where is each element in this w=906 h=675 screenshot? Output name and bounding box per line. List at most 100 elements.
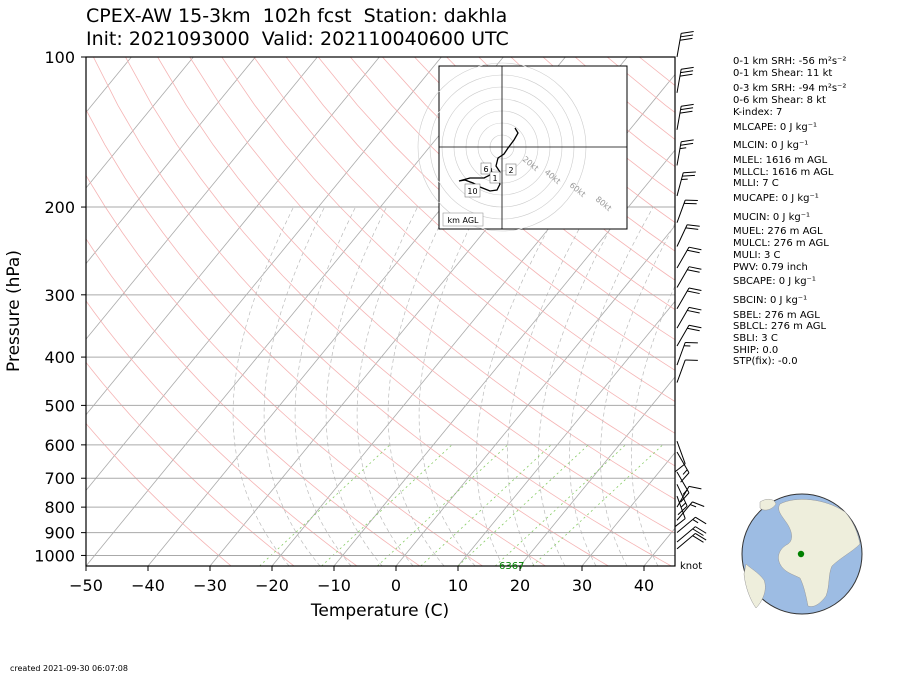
chart-subtitle: Init: 2021093000 Valid: 202110040600 UTC xyxy=(86,28,509,50)
isotherm-line xyxy=(86,57,318,340)
moist-adiabat-line xyxy=(325,206,387,566)
y-tick-label: 1000 xyxy=(34,546,75,565)
hodograph-legend: km AGL xyxy=(442,212,484,227)
index-line: MLLCL: 1616 m AGL xyxy=(733,166,834,178)
reference-lines xyxy=(86,57,675,566)
dry-adiabat-line xyxy=(189,57,675,500)
y-axis: 100 200 300 400 500 600 700 800 900 1000 xyxy=(34,48,86,565)
surface-height-label: 6367 xyxy=(499,561,524,572)
wind-barb xyxy=(676,266,702,288)
moist-adiabat-line xyxy=(356,206,418,566)
dry-adiabat-line xyxy=(157,57,675,534)
wind-barb xyxy=(676,171,696,197)
moist-adiabat-line xyxy=(569,206,654,566)
wind-barb xyxy=(676,485,702,508)
wind-barb xyxy=(676,103,694,130)
dry-adiabat-line xyxy=(86,108,546,566)
stability-indices: 0-1 km SRH: -56 m²s⁻² 0-1 km Shear: 11 k… xyxy=(733,56,846,368)
isotherm-line xyxy=(86,57,442,492)
svg-text:1: 1 xyxy=(492,174,497,183)
index-line: SBCAPE: 0 J kg⁻¹ xyxy=(733,276,816,288)
isotherm-line xyxy=(86,57,194,189)
dry-adiabat-line xyxy=(221,57,675,467)
index-line: SBCIN: 0 J kg⁻¹ xyxy=(733,294,808,306)
isotherm-line xyxy=(457,300,675,566)
isotherm-line xyxy=(395,225,675,566)
land-greenland xyxy=(759,499,777,511)
land-south-america xyxy=(743,563,766,609)
dry-adiabat-line xyxy=(125,57,672,566)
wind-barb xyxy=(674,495,686,527)
dry-adiabat-line xyxy=(86,238,421,566)
index-line: 0-6 km Shear: 8 kt xyxy=(733,95,826,107)
wind-barb xyxy=(674,441,686,473)
wind-barb xyxy=(676,199,698,223)
moist-adiabat-line xyxy=(263,206,325,566)
dry-adiabat-line xyxy=(93,57,609,566)
x-tick-label: 40 xyxy=(634,576,654,595)
dry-adiabat-line xyxy=(86,361,295,566)
index-line: 0-1 km SRH: -56 m²s⁻² xyxy=(733,56,847,67)
x-tick-label: −50 xyxy=(69,576,103,595)
dry-adiabat-line xyxy=(86,422,232,566)
y-tick-label: 800 xyxy=(44,498,75,517)
moist-adiabat-line xyxy=(507,206,592,566)
wind-barb xyxy=(676,526,707,543)
wind-unit-label: knot xyxy=(680,561,702,572)
moist-adiabat-line xyxy=(387,206,449,566)
index-line: MUCAPE: 0 J kg⁻¹ xyxy=(733,193,819,205)
x-tick-label: −40 xyxy=(131,576,165,595)
y-tick-label: 400 xyxy=(44,348,75,367)
wind-barb xyxy=(676,287,702,310)
mixing-ratio-line xyxy=(377,444,509,566)
wind-barb xyxy=(676,324,702,347)
x-tick-label: 30 xyxy=(572,576,592,595)
y-tick-label: 700 xyxy=(44,469,75,488)
x-tick-label: 20 xyxy=(510,576,530,595)
index-line: MLCAPE: 0 J kg⁻¹ xyxy=(733,121,818,133)
svg-text:6: 6 xyxy=(483,165,488,174)
y-tick-label: 300 xyxy=(44,286,75,305)
moist-adiabat-line xyxy=(418,206,480,566)
index-line: SBLI: 3 C xyxy=(733,333,778,345)
isotherm-line xyxy=(519,376,675,566)
wind-barb xyxy=(676,31,694,58)
x-tick-label: −10 xyxy=(317,576,351,595)
svg-text:10: 10 xyxy=(467,187,477,196)
dry-adiabat-line xyxy=(253,57,675,434)
y-tick-label: 500 xyxy=(44,396,75,415)
index-line: MLCIN: 0 J kg⁻¹ xyxy=(733,140,809,152)
mixing-ratio-line xyxy=(457,444,589,566)
moist-adiabat-line xyxy=(631,285,675,566)
chart-title: CPEX-AW 15-3km 102h fcst Station: dakhla xyxy=(86,5,508,27)
index-line: MULCL: 276 m AGL xyxy=(733,238,829,250)
wind-barb xyxy=(676,532,707,550)
hodograph-label-2: 2 xyxy=(505,163,517,176)
hodograph-label-6: 6 xyxy=(480,162,492,175)
x-tick-label: 0 xyxy=(391,576,401,595)
index-line: MUCIN: 0 J kg⁻¹ xyxy=(733,211,811,223)
index-line: K-index: 7 xyxy=(733,106,783,118)
wind-barb xyxy=(676,246,702,269)
y-tick-label: 900 xyxy=(44,524,75,543)
globe-locator-map xyxy=(741,493,863,615)
index-line: MUEL: 276 m AGL xyxy=(733,226,823,238)
y-tick-label: 100 xyxy=(44,48,75,67)
svg-text:km AGL: km AGL xyxy=(448,216,480,225)
index-line: MLEL: 1616 m AGL xyxy=(733,154,828,166)
wind-barbs xyxy=(674,31,707,550)
wind-barb xyxy=(676,359,698,383)
station-marker xyxy=(797,550,805,558)
isotherm-line xyxy=(86,57,380,416)
wind-barb xyxy=(676,306,702,329)
moist-adiabat-line xyxy=(600,222,675,566)
wind-barb xyxy=(676,451,690,483)
index-line: SHIP: 0.0 xyxy=(733,344,779,356)
moist-adiabat-line xyxy=(232,206,294,566)
hodograph-label-10: 10 xyxy=(464,183,481,198)
svg-text:2: 2 xyxy=(508,166,513,175)
wind-barb xyxy=(676,342,698,366)
dry-adiabat-line xyxy=(317,57,675,371)
index-line: 0-1 km Shear: 11 kt xyxy=(733,67,833,79)
